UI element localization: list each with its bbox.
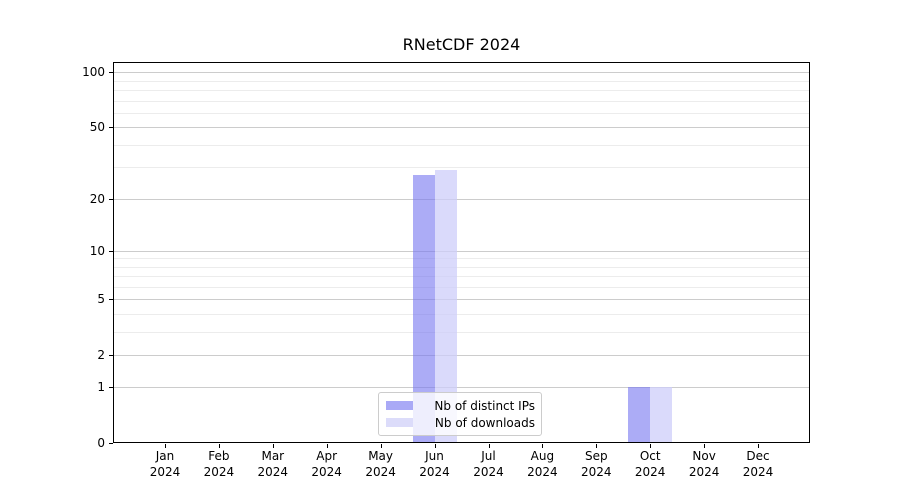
x-tick-label-jan: Jan 2024 (135, 448, 195, 480)
x-tick-label-apr: Apr 2024 (297, 448, 357, 480)
bar-downloads-oct (650, 387, 673, 443)
gridline-minor (113, 286, 810, 288)
x-tick-month: Apr (316, 449, 338, 463)
x-tick-year: 2024 (419, 465, 450, 479)
y-tick-label: 2 (97, 347, 105, 362)
bar-distinct-ips-jun (412, 175, 435, 443)
legend-label-distinct-ips: Nb of distinct IPs (434, 398, 535, 413)
y-tick-mark (109, 443, 113, 444)
bar-downloads-jun (434, 169, 457, 443)
x-tick-month: Oct (639, 449, 661, 463)
y-tick-mark (109, 387, 113, 389)
y-tick-label: 100 (82, 65, 105, 80)
gridline-minor (113, 266, 810, 268)
x-tick-label-jul: Jul 2024 (459, 448, 519, 480)
x-tick-mark (272, 444, 274, 448)
x-tick-label-jun: Jun 2024 (405, 448, 465, 480)
gridline-minor (113, 276, 810, 277)
x-tick-month: Jul (481, 449, 496, 463)
gridline-major (113, 387, 810, 389)
x-tick-year: 2024 (688, 465, 720, 479)
gridline-major (113, 127, 810, 129)
x-tick-month: Mar (261, 449, 285, 463)
gridline-minor (113, 112, 810, 114)
gridline-minor (113, 258, 810, 260)
x-tick-mark (165, 444, 166, 448)
y-tick-label: 0 (97, 436, 105, 450)
plot-area (113, 62, 810, 443)
y-tick-label: 5 (97, 292, 105, 307)
gridline-minor (113, 313, 810, 315)
x-tick-month: Jan (155, 449, 175, 463)
x-tick-year: 2024 (581, 465, 612, 479)
x-tick-label-mar: Mar 2024 (243, 448, 303, 480)
y-tick-label: 10 (89, 243, 105, 258)
x-tick-label-aug: Aug 2024 (512, 448, 572, 480)
y-tick-label: 20 (89, 191, 105, 206)
gridline-major (113, 198, 810, 200)
x-tick-label-feb: Feb 2024 (189, 448, 249, 480)
gridline-minor (113, 80, 810, 82)
x-tick-label-dec: Dec 2024 (728, 448, 788, 480)
x-tick-mark (542, 444, 544, 448)
legend-item-downloads: Nb of downloads (385, 414, 535, 431)
x-tick-year: 2024 (203, 465, 235, 479)
y-tick-mark (109, 72, 113, 74)
x-tick-mark (218, 444, 220, 448)
y-tick-mark (109, 127, 113, 129)
legend-item-distinct-ips: Nb of distinct IPs (385, 397, 535, 414)
x-tick-mark (434, 444, 436, 448)
x-tick-label-oct: Oct 2024 (620, 448, 680, 480)
legend-swatch-distinct-ips-icon (386, 401, 413, 410)
gridline-minor (113, 144, 810, 146)
x-tick-month: Nov (692, 449, 716, 463)
chart-title: RNetCDF 2024 (402, 35, 521, 54)
x-tick-month: Sep (584, 449, 608, 463)
x-tick-year: 2024 (149, 465, 181, 479)
gridline-major (113, 354, 810, 356)
x-tick-year: 2024 (527, 465, 558, 479)
x-tick-year: 2024 (311, 465, 342, 479)
y-tick-label: 50 (89, 120, 105, 135)
y-tick-mark (109, 354, 113, 356)
x-tick-mark (650, 444, 652, 448)
x-tick-year: 2024 (365, 465, 396, 479)
x-tick-label-sep: Sep 2024 (566, 448, 626, 480)
x-tick-year: 2024 (742, 465, 774, 479)
gridline-minor (113, 331, 810, 333)
x-tick-month: Dec (746, 449, 770, 463)
gridline-major (113, 72, 810, 74)
x-tick-month: May (368, 449, 393, 463)
legend-swatch-downloads-icon (386, 418, 413, 427)
x-tick-label-may: May 2024 (351, 448, 411, 480)
gridline-minor (113, 100, 810, 102)
legend: Nb of distinct IPs Nb of downloads (378, 392, 542, 436)
gridline-major (113, 299, 810, 301)
x-tick-mark (326, 444, 328, 448)
x-tick-mark (704, 444, 706, 448)
x-tick-mark (488, 444, 490, 448)
y-tick-mark (109, 299, 113, 301)
y-tick-label: 1 (97, 380, 105, 395)
x-tick-year: 2024 (473, 465, 504, 479)
gridline-minor (113, 90, 810, 92)
gridline-minor (113, 167, 810, 169)
gridline-major (113, 250, 810, 252)
x-tick-month: Aug (530, 449, 555, 463)
x-tick-label-nov: Nov 2024 (674, 448, 734, 480)
x-tick-month: Feb (208, 449, 230, 463)
x-tick-mark (596, 444, 598, 448)
bar-distinct-ips-oct (628, 387, 651, 443)
y-tick-mark (109, 198, 113, 200)
x-tick-year: 2024 (634, 465, 666, 479)
x-tick-month: Jun (425, 449, 444, 463)
x-tick-mark (380, 444, 382, 448)
x-tick-mark (758, 444, 759, 448)
y-tick-mark (109, 250, 113, 252)
legend-label-downloads: Nb of downloads (434, 415, 535, 430)
x-tick-year: 2024 (257, 465, 289, 479)
